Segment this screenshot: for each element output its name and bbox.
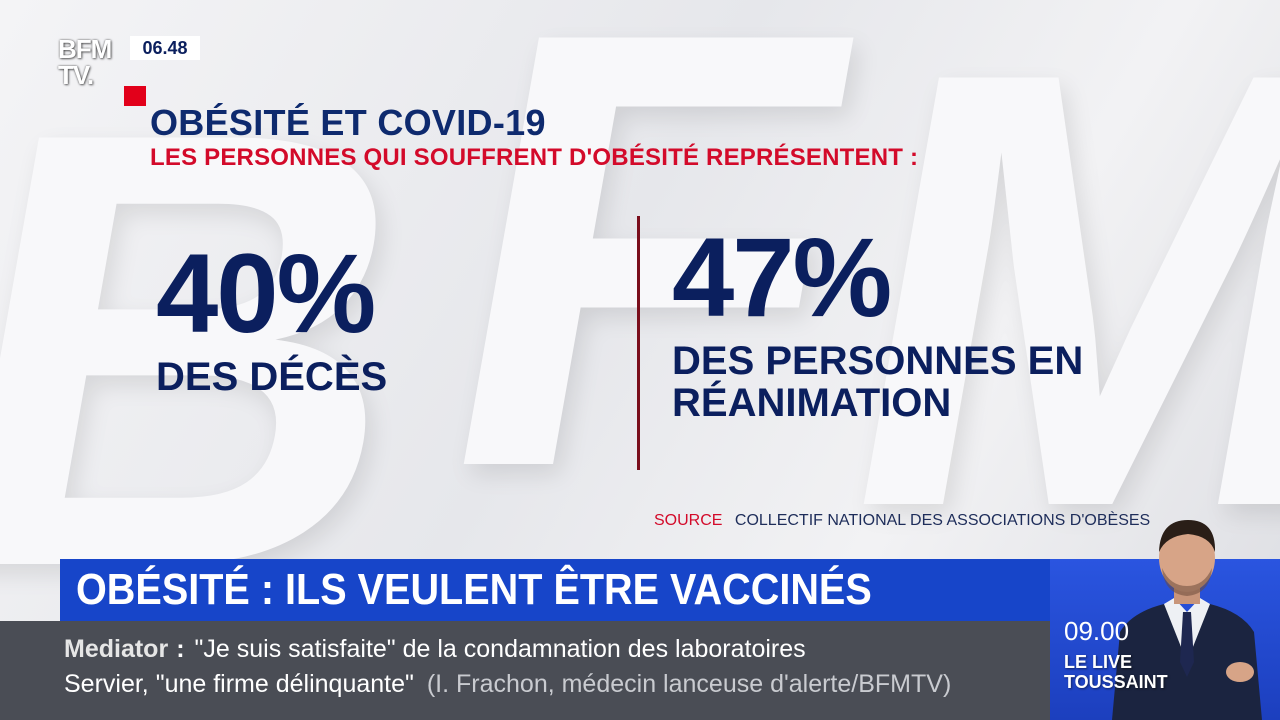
ticker-line-1: Mediator: "Je suis satisfaite" de la cond… (64, 635, 806, 664)
graphic-title: OBÉSITÉ ET COVID-19 (150, 102, 546, 143)
clock: 06.48 (130, 36, 200, 60)
source-label: SOURCE (654, 512, 723, 529)
channel-logo: BFM TV. (58, 36, 130, 88)
next-show-name: LE LIVE TOUSSAINT (1064, 652, 1168, 692)
headline-text: OBÉSITÉ : ILS VEULENT ÊTRE VACCINÉS (76, 565, 872, 614)
stat-icu-label: DES PERSONNES EN RÉANIMATION (672, 339, 1084, 425)
ticker-text-2: Servier, "une firme délinquante" (64, 670, 414, 698)
logo-line-2: TV. (58, 60, 94, 90)
next-show-time: 09.00 (1064, 616, 1130, 646)
graphic-subtitle: LES PERSONNES QUI SOUFFRENT D'OBÉSITÉ RE… (150, 144, 919, 171)
ticker-line-2: Servier, "une firme délinquante" (I. Fra… (64, 670, 951, 699)
source-credit: SOURCE COLLECTIF NATIONAL DES ASSOCIATIO… (654, 512, 1150, 530)
news-ticker: Mediator: "Je suis satisfaite" de la cond… (0, 621, 1050, 720)
logo-line-1: BFM (58, 34, 112, 64)
presenter-photo (1112, 520, 1262, 720)
source-text: COLLECTIF NATIONAL DES ASSOCIATIONS D'OB… (734, 512, 1151, 529)
logo-red-square (124, 86, 146, 106)
stat-deaths-label: DES DÉCÈS (156, 355, 388, 399)
next-show-name-line-2: TOUSSAINT (1064, 672, 1168, 692)
ticker-text-1: "Je suis satisfaite" de la condamnation … (194, 635, 806, 663)
ticker-colon: : (176, 635, 185, 663)
headline-bar: OBÉSITÉ : ILS VEULENT ÊTRE VACCINÉS (60, 559, 1050, 621)
stat-icu-value: 47% (672, 215, 892, 340)
ticker-keyword: Mediator (64, 635, 169, 663)
stat-deaths-value: 40% (156, 231, 376, 356)
next-show-name-line-1: LE LIVE (1064, 652, 1133, 672)
ticker-attribution: (I. Frachon, médecin lanceuse d'alerte/B… (426, 670, 952, 698)
stat-divider (637, 216, 640, 470)
